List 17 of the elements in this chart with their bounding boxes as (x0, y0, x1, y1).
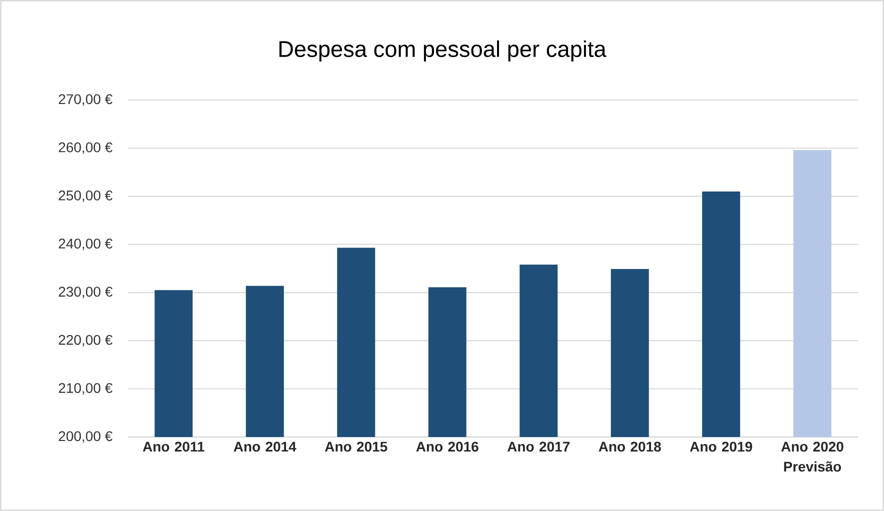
x-tick-label: Ano 2020 Previsão (781, 442, 844, 472)
x-tick-label: Ano 2014 (234, 442, 296, 452)
x-tick-label: Ano 2017 (507, 442, 570, 452)
x-tick-label: Ano 2015 (324, 442, 388, 452)
y-tick-label: 240,00 € (58, 238, 112, 250)
x-tick-label: Ano 2016 (416, 442, 478, 452)
chart-title: Despesa com pessoal per capita (279, 40, 606, 62)
y-tick-label: 230,00 € (58, 286, 112, 298)
x-tick-label: Ano 2018 (598, 442, 661, 452)
y-tick-label: 200,00 € (58, 431, 112, 443)
y-tick-label: 270,00 € (58, 94, 112, 106)
x-tick-label: Ano 2019 (690, 442, 752, 452)
y-tick-label: 260,00 € (58, 142, 112, 154)
y-tick-label: 220,00 € (58, 334, 112, 347)
y-tick-label: 250,00 € (58, 190, 112, 202)
x-tick-label: Ano 2011 (142, 442, 204, 452)
y-tick-label: 210,00 € (58, 383, 112, 395)
